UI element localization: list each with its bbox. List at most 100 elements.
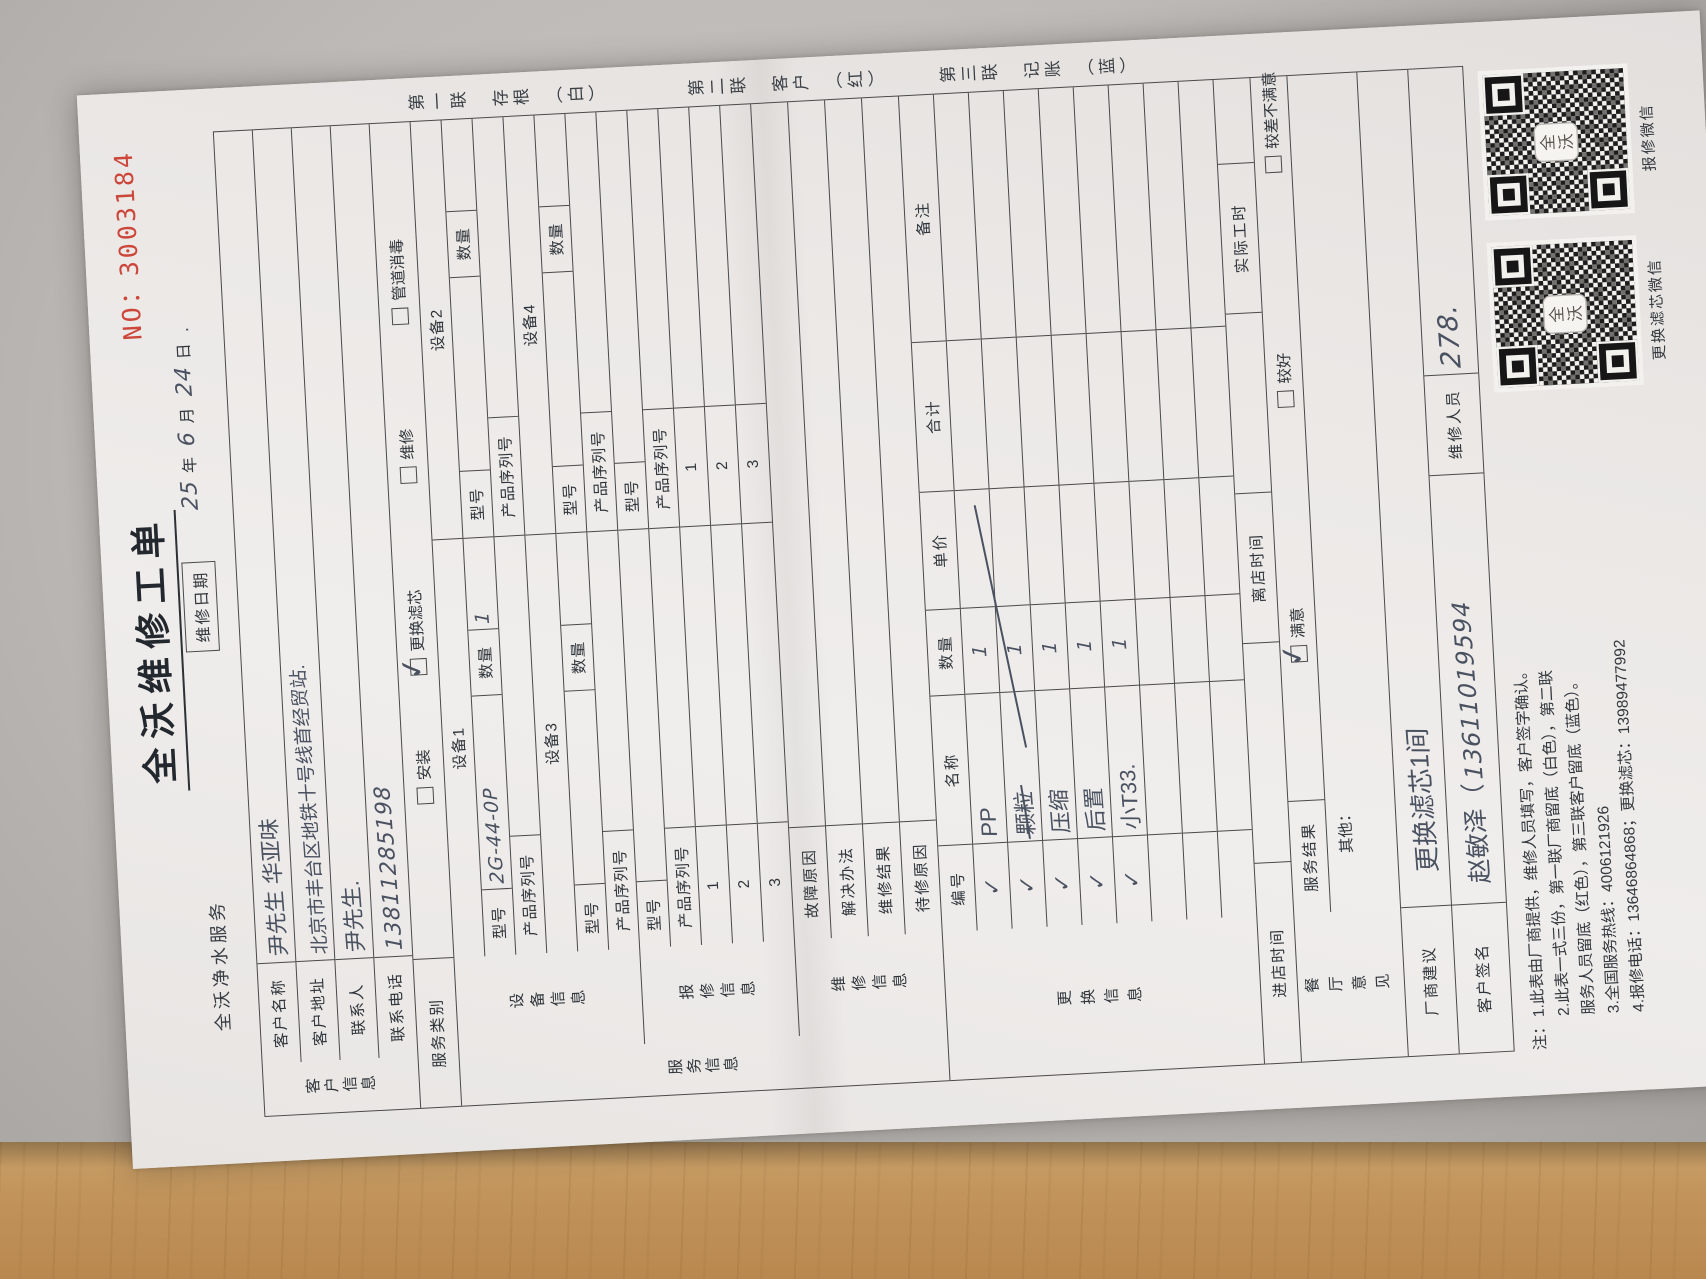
replace1-name-handwriting: PP xyxy=(974,807,1003,837)
pending-cause-label: 待修原因 xyxy=(911,841,933,913)
repair-date-value: 25 年 6 月 24 日 . xyxy=(169,326,204,511)
replace2-name-handwriting-struck: 颗粒 xyxy=(1006,791,1042,835)
device3-qty-label: 数量 xyxy=(561,624,595,692)
notes-block: 注： 1.此表由厂商提供，维修人员填写，客户签字确认。 2.此表一式三份，第一联… xyxy=(1496,421,1705,1051)
device3-qty-value xyxy=(556,532,592,626)
qr-report-repair-block: 全 沃 报修微信 xyxy=(1477,62,1662,221)
qr-zone: 全 沃 更换滤芯微信 xyxy=(1477,58,1673,431)
device4-qty-label: 数量 xyxy=(539,205,573,274)
customer-phone-handwriting: 13611019594 xyxy=(1446,600,1489,780)
replace1-qty-handwriting: 1 xyxy=(968,643,992,658)
section-service-info: 服务信息 设备信息 设备1 设备2 xyxy=(409,96,950,1106)
qr-replace-filter-block: 全 沃 更换滤芯微信 xyxy=(1486,234,1671,393)
replace4-check-handwriting: ✓ xyxy=(1083,871,1110,891)
replace4-qty: 1 xyxy=(1065,601,1105,690)
form-sheet: 全沃维修工单 NO：3003184 全沃净水服务 维修日期 25年 6月 24日… xyxy=(77,10,1706,1169)
device2-qty-label: 数量 xyxy=(446,210,480,279)
wooden-desk xyxy=(0,1142,1706,1279)
replace2-qty-handwriting: 1 xyxy=(1003,641,1027,656)
replace3-check: ✓ xyxy=(1043,839,1081,927)
contact-phone-handwriting: 13811285198 xyxy=(369,785,408,951)
repair-date-label: 维修日期 xyxy=(181,560,220,653)
device4-qty-value xyxy=(534,113,570,208)
replace2-check-handwriting: ✓ xyxy=(1013,875,1041,895)
qr-code-replace-filter: 全 沃 xyxy=(1486,235,1645,393)
form-table: 客户信息 客户名称 尹先生 华亚味 客户地址 北京市丰台区地铁十号线首经贸站. … xyxy=(212,64,1515,1118)
doc-number-value: 3003184 xyxy=(108,149,145,278)
technician-signature-handwriting: 278. xyxy=(1431,303,1468,369)
date-month-handwriting: 6 xyxy=(174,430,201,446)
device1-model-handwriting: 2G-44-0P xyxy=(479,787,509,884)
customer-signature-handwriting: 赵敏泽（ xyxy=(1459,783,1496,884)
device-info-label: 设备信息 xyxy=(507,989,591,1012)
replace2-qty: 1 xyxy=(995,605,1035,693)
qr-finder-patterns xyxy=(1482,73,1631,217)
svg-text:全: 全 xyxy=(1548,306,1567,323)
option-pipe-disinfect-label: 管道消毒 xyxy=(388,238,409,302)
option-replace-filter-label: 更换滤芯 xyxy=(407,588,428,652)
replace5-check-handwriting: ✓ xyxy=(1118,869,1145,889)
contact-phone-label: 联系电话 xyxy=(387,971,408,1043)
day-unit: 日 xyxy=(175,342,194,360)
replace3-check-handwriting: ✓ xyxy=(1048,873,1076,893)
qr-center-badge: 全 沃 xyxy=(1533,122,1579,163)
device2-model-label: 型号 xyxy=(468,487,488,521)
option-unsatisfied: 较差不满意 xyxy=(1257,71,1284,174)
replace5-qty-handwriting: 1 xyxy=(1108,636,1132,650)
date-day-handwriting: 24 xyxy=(170,366,199,397)
suggestion-handwriting: 更换滤芯1间 xyxy=(1401,727,1443,873)
checkbox-satisfied: ✓ xyxy=(1274,639,1312,671)
notes-prefix: 注： xyxy=(1531,1018,1550,1051)
opinion-group-label: 餐厅意见 xyxy=(1303,973,1399,996)
doc-number: NO：3003184 xyxy=(104,149,150,341)
option-install-label: 安装 xyxy=(415,748,435,781)
option-pipe-disinfect: 管道消毒 xyxy=(385,238,411,326)
qr-center-badge: 全 沃 xyxy=(1542,293,1588,334)
service-category-label: 服务类别 xyxy=(428,997,450,1069)
replace1-check-handwriting: ✓ xyxy=(978,877,1006,896)
col-header-number: 编号 xyxy=(949,870,969,907)
option-satisfied-label: 满意 xyxy=(1289,606,1308,639)
year-unit: 年 xyxy=(181,456,200,474)
replace4-qty-handwriting: 1 xyxy=(1073,638,1097,652)
repair-result-label: 维修结果 xyxy=(875,843,896,915)
device1-model-label: 型号 xyxy=(490,905,510,940)
checkbox-replace-filter: ✓ xyxy=(393,652,431,684)
customer-group-text: 客户信息 xyxy=(304,1075,379,1097)
option-install: 安装 xyxy=(411,749,436,805)
option-fair-label: 较好 xyxy=(1275,352,1295,385)
service-group-text: 服务信息 xyxy=(667,1056,742,1078)
replace5-name-handwriting: 小T33. xyxy=(1114,763,1145,830)
fault-cause-label: 故障原因 xyxy=(801,847,822,919)
replace4-name-handwriting: 后置 xyxy=(1080,787,1110,832)
customer-name-label: 客户名称 xyxy=(270,977,291,1049)
option-replace-filter: ✓ 更换滤芯 xyxy=(393,588,431,684)
svg-text:沃: 沃 xyxy=(1557,133,1576,150)
customer-name-handwriting: 尹先生 华亚味 xyxy=(256,818,292,957)
option-fair: 较好 xyxy=(1272,352,1297,409)
maintenance-label: 维修信息 xyxy=(829,972,913,995)
technician-label: 维修人员 xyxy=(1424,373,1484,477)
device3-model-label: 型号 xyxy=(583,900,603,935)
repair-report-label: 报修信息 xyxy=(678,980,761,1003)
contact-person-handwriting: 尹先生. xyxy=(338,879,369,953)
check-mark-replace-filter: ✓ xyxy=(393,652,432,685)
report-model-label-left: 型号 xyxy=(645,897,665,932)
checkbox-unsatisfied xyxy=(1264,155,1282,174)
wood-grain xyxy=(0,1142,1706,1279)
col-header-qty: 数量 xyxy=(925,608,965,697)
replace2-check: ✓ xyxy=(1008,841,1046,929)
customer-signature-label: 客户签名 xyxy=(1474,942,1495,1014)
doc-number-label: NO： xyxy=(115,275,148,342)
svg-text:全: 全 xyxy=(1539,134,1558,151)
qr-replace-filter-label: 更换滤芯微信 xyxy=(1646,257,1669,361)
checkbox-fair xyxy=(1276,390,1295,409)
replace3-qty-handwriting: 1 xyxy=(1038,640,1062,654)
option-repair: 维修 xyxy=(395,428,420,485)
month-unit: 月 xyxy=(179,407,198,425)
qr-report-repair-label: 报修微信 xyxy=(1638,102,1659,172)
solution-label: 解决办法 xyxy=(838,845,859,917)
date-period: . xyxy=(171,326,194,332)
device1-qty-handwriting: 1 xyxy=(471,610,495,625)
